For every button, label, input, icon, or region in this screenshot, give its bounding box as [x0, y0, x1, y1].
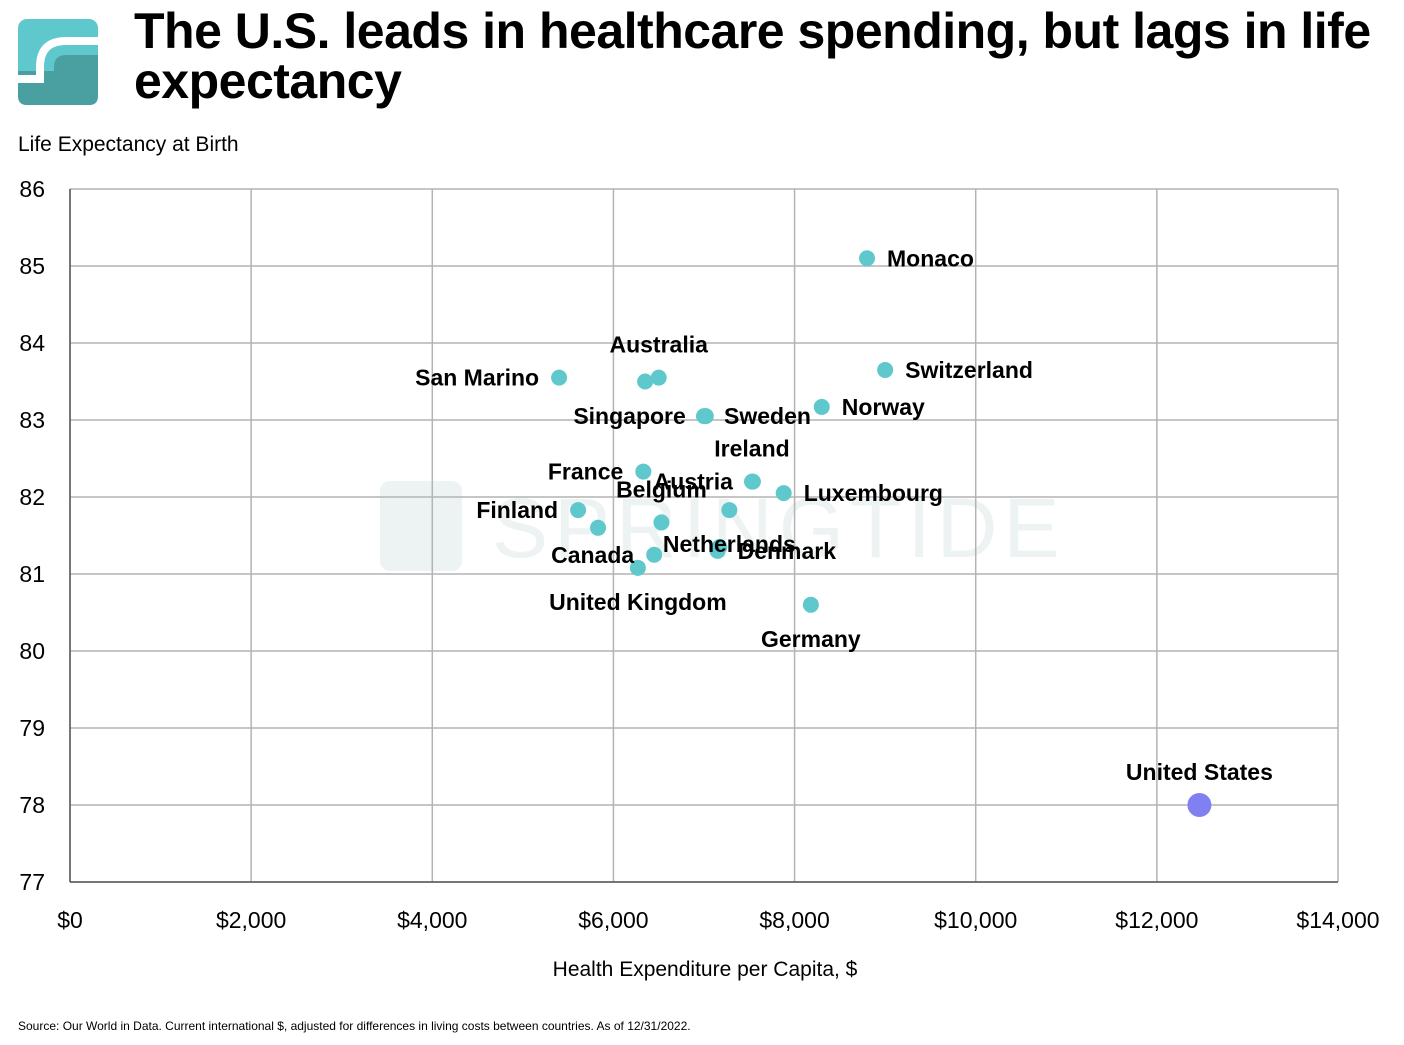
point-label: France [548, 459, 623, 485]
point-label: San Marino [415, 365, 539, 391]
data-point [590, 519, 607, 536]
point-label: Ireland [714, 436, 789, 462]
point-label: Monaco [887, 245, 974, 271]
point-label: Australia [609, 332, 708, 358]
data-point-united-kingdom [629, 559, 646, 576]
point-label: Belgium [616, 476, 707, 502]
chart-grid [69, 188, 1339, 883]
data-point-belgium [653, 514, 670, 531]
point-label: Singapore [573, 403, 685, 429]
point-label: Switzerland [905, 357, 1033, 383]
y-tick-label: 81 [19, 561, 45, 587]
data-point-norway [813, 398, 830, 415]
y-axis-ticks: 77 78 79 80 81 82 83 84 85 86 [19, 176, 45, 895]
data-point-canada [646, 546, 663, 563]
x-tick-label: $2,000 [216, 907, 286, 933]
data-point-netherlands [721, 502, 738, 519]
point-label: United States [1126, 759, 1273, 785]
data-point-monaco [859, 250, 876, 267]
data-point-united-states [1187, 793, 1212, 817]
data-points [551, 250, 1212, 817]
y-tick-label: 80 [19, 638, 45, 664]
data-point-sweden [696, 408, 712, 425]
point-label: Finland [476, 497, 558, 523]
data-point-finland [570, 502, 587, 519]
data-point [637, 373, 654, 390]
x-tick-label: $6,000 [578, 907, 648, 933]
y-tick-label: 83 [19, 407, 45, 433]
x-tick-label: $10,000 [934, 907, 1017, 933]
x-axis-ticks: $0 $2,000 $4,000 $6,000 $8,000 $10,000 $12,000… [57, 907, 1379, 933]
source-note: Source: Our World in Data. Current inter… [18, 1019, 691, 1033]
chart-title: The U.S. leads in healthcare spending, b… [134, 3, 1371, 109]
y-axis-label: Life Expectancy at Birth [18, 133, 239, 156]
data-point [711, 539, 728, 556]
point-label: Norway [842, 394, 925, 420]
point-label: Netherlands [663, 531, 796, 557]
x-tick-label: $14,000 [1296, 907, 1379, 933]
watermark-logo-icon [380, 481, 462, 571]
springtide-s-logo-icon [18, 19, 98, 105]
x-axis-label: Health Expenditure per Capita, $ [552, 958, 858, 981]
point-label: Canada [551, 542, 634, 568]
point-label: Sweden [724, 403, 811, 429]
springtide-watermark: SPRINGTIDE [380, 481, 1059, 575]
y-tick-label: 77 [19, 869, 45, 895]
data-point-austria [744, 473, 761, 490]
point-label: Luxembourg [804, 480, 943, 506]
point-label: Germany [761, 626, 861, 652]
x-tick-label: $4,000 [397, 907, 467, 933]
y-tick-label: 82 [19, 484, 45, 510]
point-labels: Monaco Switzerland Norway Luxembourg Denmark… [415, 245, 1273, 785]
data-point-luxembourg [775, 485, 792, 502]
y-tick-label: 84 [19, 330, 45, 356]
point-label: United Kingdom [549, 589, 727, 615]
point-label: Austria [654, 469, 733, 495]
data-point-france [635, 463, 652, 480]
y-tick-label: 79 [19, 715, 45, 741]
data-point-australia [650, 369, 667, 386]
point-label: Denmark [738, 538, 837, 564]
x-tick-label: $12,000 [1115, 907, 1198, 933]
x-tick-label: $0 [57, 907, 83, 933]
y-tick-label: 86 [19, 176, 45, 202]
data-point-switzerland [877, 361, 894, 378]
data-point-san-marino [551, 369, 568, 386]
y-tick-label: 85 [19, 253, 45, 279]
data-point-germany [802, 596, 819, 613]
y-tick-label: 78 [19, 792, 45, 818]
x-tick-label: $8,000 [759, 907, 829, 933]
